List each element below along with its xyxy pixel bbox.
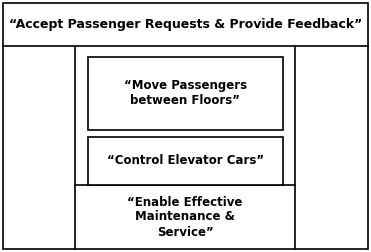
Bar — [88, 57, 283, 130]
Text: “Move Passengers
between Floors”: “Move Passengers between Floors” — [124, 79, 247, 108]
Text: “Control Elevator Cars”: “Control Elevator Cars” — [107, 154, 264, 168]
Text: “Accept Passenger Requests & Provide Feedback”: “Accept Passenger Requests & Provide Fee… — [9, 18, 362, 31]
Text: “Enable Effective
Maintenance &
Service”: “Enable Effective Maintenance & Service” — [127, 196, 243, 238]
Bar — [88, 137, 283, 185]
